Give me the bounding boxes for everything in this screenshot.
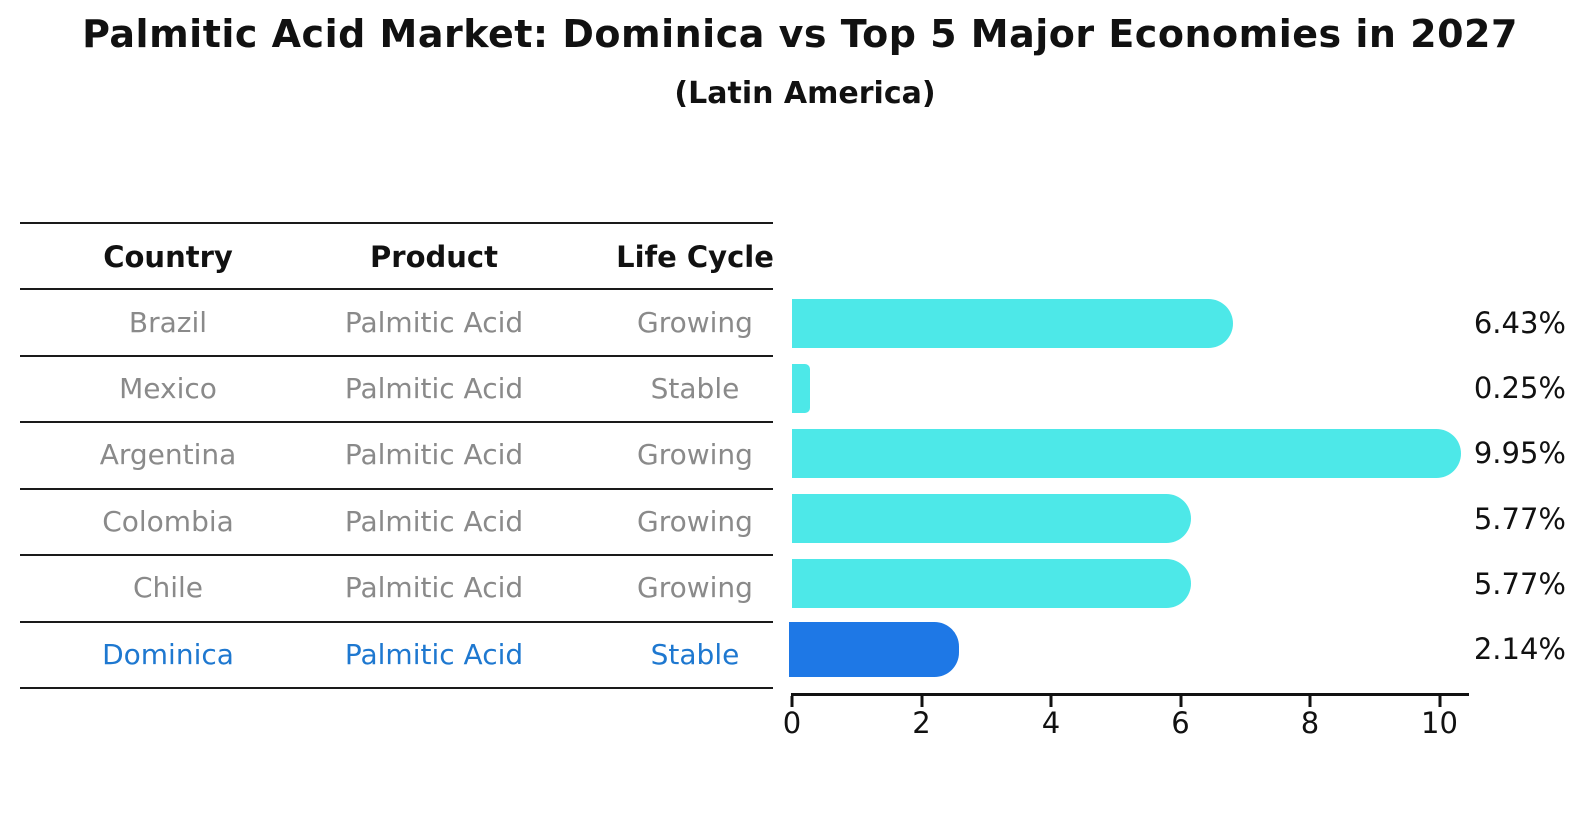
value-label: 5.77%: [1473, 566, 1566, 601]
col-header-country: Country: [103, 240, 233, 274]
x-tick-mark: [1179, 696, 1182, 707]
table-row-dominica-highlighted: Dominica Palmitic Acid Stable: [20, 622, 773, 688]
table-divider: [20, 488, 773, 490]
x-tick-label: 0: [782, 706, 802, 740]
page-title: Palmitic Acid Market: Dominica vs Top 5 …: [82, 12, 1518, 56]
table-divider: [20, 355, 773, 357]
life-cycle-cell: Growing: [637, 438, 753, 471]
product-cell: Palmitic Acid: [344, 306, 524, 339]
table-row-mexico: Mexico Palmitic Acid Stable: [20, 356, 773, 422]
bar-mexico: [792, 363, 811, 413]
table-divider: [20, 554, 773, 556]
table-divider: [20, 687, 773, 689]
table-row-argentina: Argentina Palmitic Acid Growing: [20, 422, 773, 488]
value-label: 0.25%: [1473, 371, 1566, 406]
country-cell: Argentina: [99, 438, 237, 471]
bar-chile: [792, 559, 1191, 609]
country-cell: Colombia: [102, 505, 234, 538]
table-row-chile: Chile Palmitic Acid Growing: [20, 555, 773, 621]
country-cell: Brazil: [128, 306, 208, 339]
x-tick-mark: [920, 696, 923, 707]
country-cell: Mexico: [119, 372, 217, 405]
product-cell: Palmitic Acid: [344, 505, 524, 538]
life-cycle-cell: Growing: [637, 571, 753, 604]
x-tick-label: 6: [1171, 706, 1190, 740]
life-cycle-cell: Growing: [637, 306, 753, 339]
x-tick-mark: [1308, 696, 1312, 707]
data-table: Country Product Life Cycle Brazil Palmit…: [20, 222, 774, 689]
bar-colombia: [792, 494, 1191, 544]
product-cell: Palmitic Acid: [344, 571, 524, 604]
table-divider: [20, 621, 773, 623]
table-row-brazil: Brazil Palmitic Acid Growing: [20, 290, 773, 356]
bar-dominica-highlighted: [789, 621, 959, 677]
product-cell: Palmitic Acid: [344, 372, 524, 405]
table-row-colombia: Colombia Palmitic Acid Growing: [20, 489, 773, 555]
value-label: 2.14%: [1473, 632, 1566, 666]
table-divider: [20, 288, 773, 290]
x-tick-label: 2: [912, 706, 931, 740]
table-header-row: Country Product Life Cycle: [20, 224, 774, 290]
col-header-product: Product: [370, 240, 498, 274]
country-cell: Dominica: [102, 638, 234, 671]
product-cell: Palmitic Acid: [344, 638, 524, 671]
x-tick-mark: [1049, 696, 1053, 707]
value-label: 6.43%: [1473, 306, 1566, 340]
x-tick-label: 8: [1300, 706, 1320, 740]
life-cycle-cell: Growing: [637, 505, 753, 538]
table-divider: [20, 222, 773, 224]
x-tick-mark: [790, 696, 794, 707]
life-cycle-cell: Stable: [650, 638, 740, 671]
product-cell: Palmitic Acid: [344, 438, 524, 471]
x-tick-label: 4: [1041, 706, 1061, 740]
page-subtitle: (Latin America): [674, 76, 936, 111]
x-axis-line: [791, 693, 1469, 696]
col-header-life-cycle: Life Cycle: [616, 240, 774, 274]
value-label: 5.77%: [1473, 501, 1566, 536]
bar-brazil: [792, 298, 1234, 348]
life-cycle-cell: Stable: [650, 372, 740, 405]
country-cell: Chile: [132, 571, 204, 604]
x-tick-label: 10: [1421, 706, 1458, 740]
x-tick-mark: [1438, 696, 1441, 707]
bar-argentina: [792, 428, 1462, 478]
value-label: 9.95%: [1473, 436, 1566, 471]
table-divider: [20, 421, 773, 423]
